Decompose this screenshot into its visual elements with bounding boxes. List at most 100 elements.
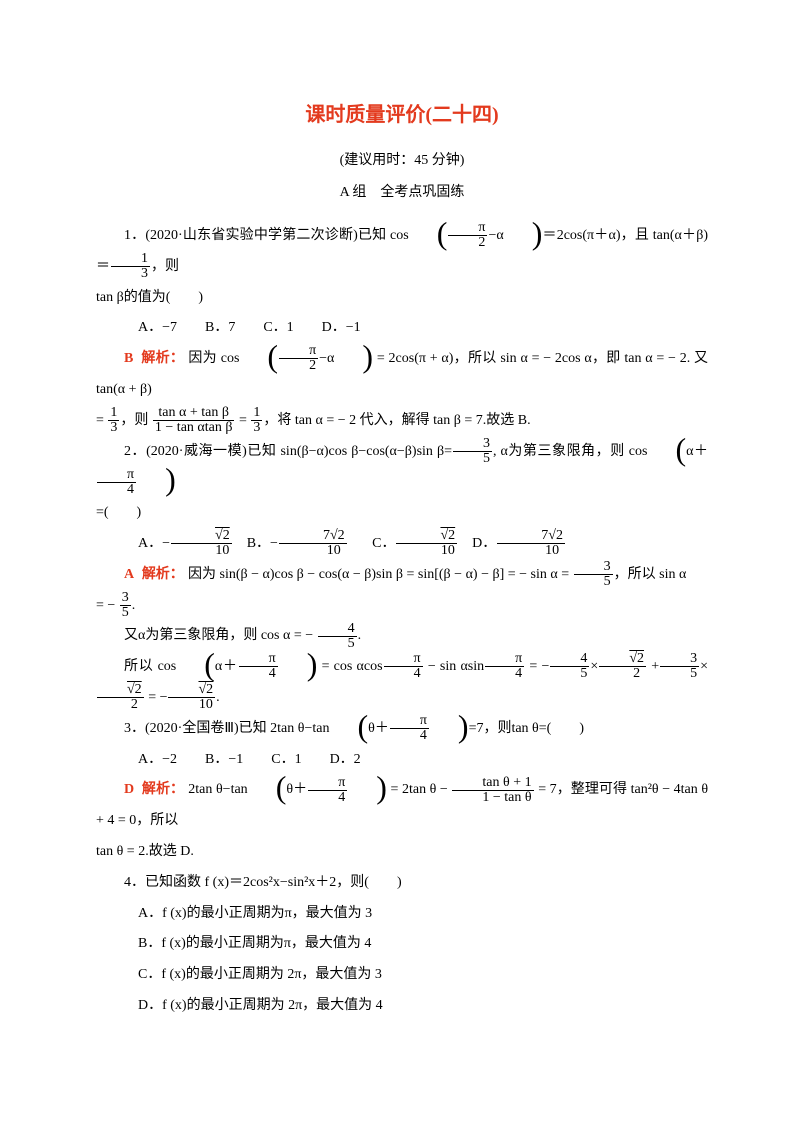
right-paren-icon: )	[334, 344, 373, 370]
left-paren-icon: (	[239, 344, 278, 370]
q2-exp-n: = −	[148, 690, 167, 705]
q4-stem: 4．已知函数 f (x)＝2cos²x−sin²x＋2，则( )	[96, 868, 708, 899]
explain-label: 解析：	[141, 351, 184, 366]
q2-source: (2020·威海一模)	[146, 444, 247, 459]
q1-answer: B	[124, 351, 133, 366]
theta-plus: θ＋	[286, 782, 307, 797]
q2-exp-h: = cos αcos	[322, 659, 383, 674]
q3-exp-a: 2tan θ−tan	[188, 782, 247, 797]
q1-exp-d: ，则	[120, 413, 148, 428]
q2-answer: A	[124, 567, 134, 582]
explain-label: 解析：	[142, 782, 184, 797]
q2-explain-line1: A 解析： 因为 sin(β − α)cos β − cos(α − β)sin …	[96, 560, 708, 591]
q1-exp-a: 因为 cos	[188, 351, 239, 366]
right-paren-icon: )	[137, 467, 176, 493]
left-paren-icon: (	[409, 221, 448, 247]
q2-stem-a: 已知 sin(β−α)cos β−cos(α−β)sin β=	[247, 444, 452, 459]
q2-exp-b: ，所以 sin α	[614, 567, 687, 582]
left-paren-icon: (	[329, 714, 368, 740]
fraction: 13	[111, 252, 150, 281]
q2-exp-j: = −	[529, 659, 549, 674]
right-paren-icon: )	[430, 714, 469, 740]
alpha-plus: α＋	[215, 659, 238, 674]
fraction: π4	[308, 776, 347, 805]
page-title: 课时质量评价(二十四)	[96, 95, 708, 135]
time-hint: (建议用时：45 分钟)	[96, 147, 708, 175]
left-paren-icon: (	[248, 775, 287, 801]
q2-exp-i: − sin αsin	[428, 659, 484, 674]
q1-exp-f: ，将 tan α = − 2 代入，解得 tan β = 7.故选 B.	[263, 413, 530, 428]
fraction: π2	[448, 221, 487, 250]
fraction: √210	[168, 683, 215, 712]
q2-exp-d: .	[132, 598, 136, 613]
q2-exp-g: 所以 cos	[124, 659, 176, 674]
q4-choice-a: A．f (x)的最小正周期为π，最大值为 3	[96, 899, 708, 930]
fraction: 7√210	[497, 529, 565, 558]
q2-choice-b-prefix: B．−	[247, 536, 278, 551]
fraction: π4	[97, 468, 136, 497]
q2-number: 2．	[124, 444, 146, 459]
alpha-plus: α＋	[686, 444, 708, 459]
fraction: 35	[660, 652, 699, 681]
q3-stem-a: 已知 2tan θ−tan	[239, 721, 330, 736]
fraction: 35	[453, 437, 492, 466]
q3-number: 3．	[124, 721, 145, 736]
q1-choices: A．−7 B．7 C．1 D．−1	[96, 313, 708, 344]
q2-exp-a: 因为 sin(β − α)cos β − cos(α − β)sin β = s…	[188, 567, 569, 582]
q2-choice-a-prefix: A．−	[138, 536, 170, 551]
q3-explain-line2: tan θ = 2.故选 D.	[96, 837, 708, 868]
theta-plus: θ＋	[368, 721, 389, 736]
right-paren-icon: )	[279, 652, 318, 678]
q3-stem-b: =7，则tan θ=( )	[469, 721, 584, 736]
fraction: π4	[485, 652, 524, 681]
explain-label: 解析：	[142, 567, 184, 582]
q1-number: 1．	[124, 228, 145, 243]
fraction: 13	[251, 406, 262, 435]
fraction: 35	[574, 560, 613, 589]
q2-exp-c: = −	[96, 598, 115, 613]
q1-stem-c: ，则	[151, 259, 179, 274]
fraction: π2	[279, 344, 318, 373]
fraction: tan α + tan β1 − tan αtan β	[153, 406, 235, 435]
fraction: π4	[390, 714, 429, 743]
q4-choice-d: D．f (x)的最小正周期为 2π，最大值为 4	[96, 991, 708, 1022]
q1-stem-a: 已知 cos	[358, 228, 409, 243]
fraction: 13	[108, 406, 119, 435]
q3-exp-b: = 2tan θ −	[391, 782, 448, 797]
q1-explain-line2: = 13，则 tan α + tan β1 − tan αtan β = 13，…	[96, 406, 708, 437]
q2-exp-l: +	[651, 659, 659, 674]
fraction: π4	[384, 652, 423, 681]
q2-choice-d-prefix: D．	[472, 536, 496, 551]
q3-explain-line1: D 解析：2tan θ−tan(θ＋π4) = 2tan θ − tan θ +…	[96, 775, 708, 837]
q2-explain-line4: 所以 cos(α＋π4) = cos αcosπ4 − sin αsinπ4 =…	[96, 652, 708, 714]
q2-exp-k: ×	[590, 659, 598, 674]
fraction: tan θ + 11 − tan θ	[452, 776, 533, 805]
fraction: √22	[97, 683, 144, 712]
q2-explain-line2: = − 35.	[96, 591, 708, 622]
q2-exp-f: .	[358, 628, 362, 643]
q2-stem-line2: =( )	[96, 498, 708, 529]
q2-explain-line3: 又α为第三象限角，则 cos α = − 45.	[96, 621, 708, 652]
q1-stem-line1: 1．(2020·山东省实验中学第二次诊断)已知 cos(π2−α)＝2cos(π…	[96, 221, 708, 283]
fraction: √210	[396, 529, 457, 558]
q1-exp-c: =	[96, 413, 104, 428]
q2-exp-m: ×	[700, 659, 708, 674]
pi2-minus-alpha: −α	[488, 228, 503, 243]
worksheet-page: 课时质量评价(二十四) (建议用时：45 分钟) A 组 全考点巩固练 1．(2…	[0, 0, 793, 1072]
q2-stem-b: , α为第三象限角，则 cos	[493, 444, 647, 459]
q2-choices: A．−√210 B．−7√210 C．√210 D．7√210	[96, 529, 708, 560]
q3-stem: 3．(2020·全国卷Ⅲ)已知 2tan θ−tan(θ＋π4)=7，则tan …	[96, 714, 708, 745]
pi2-minus-alpha: −α	[319, 351, 334, 366]
fraction: √210	[171, 529, 232, 558]
fraction: 35	[120, 591, 131, 620]
q1-explain-line1: B 解析：因为 cos(π2−α) = 2cos(π + α)，所以 sin α…	[96, 344, 708, 406]
q1-exp-e: =	[239, 413, 247, 428]
q2-stem-line1: 2．(2020·威海一模)已知 sin(β−α)cos β−cos(α−β)si…	[96, 437, 708, 499]
q4-stem-text: 已知函数 f (x)＝2cos²x−sin²x＋2，则( )	[145, 875, 402, 890]
fraction: 7√210	[279, 529, 347, 558]
fraction: π4	[239, 652, 278, 681]
q2-exp-e: 又α为第三象限角，则 cos α = −	[124, 628, 313, 643]
q3-choices: A．−2 B．−1 C．1 D．2	[96, 745, 708, 776]
q2-choice-c-prefix: C．	[372, 536, 395, 551]
right-paren-icon: )	[504, 221, 543, 247]
